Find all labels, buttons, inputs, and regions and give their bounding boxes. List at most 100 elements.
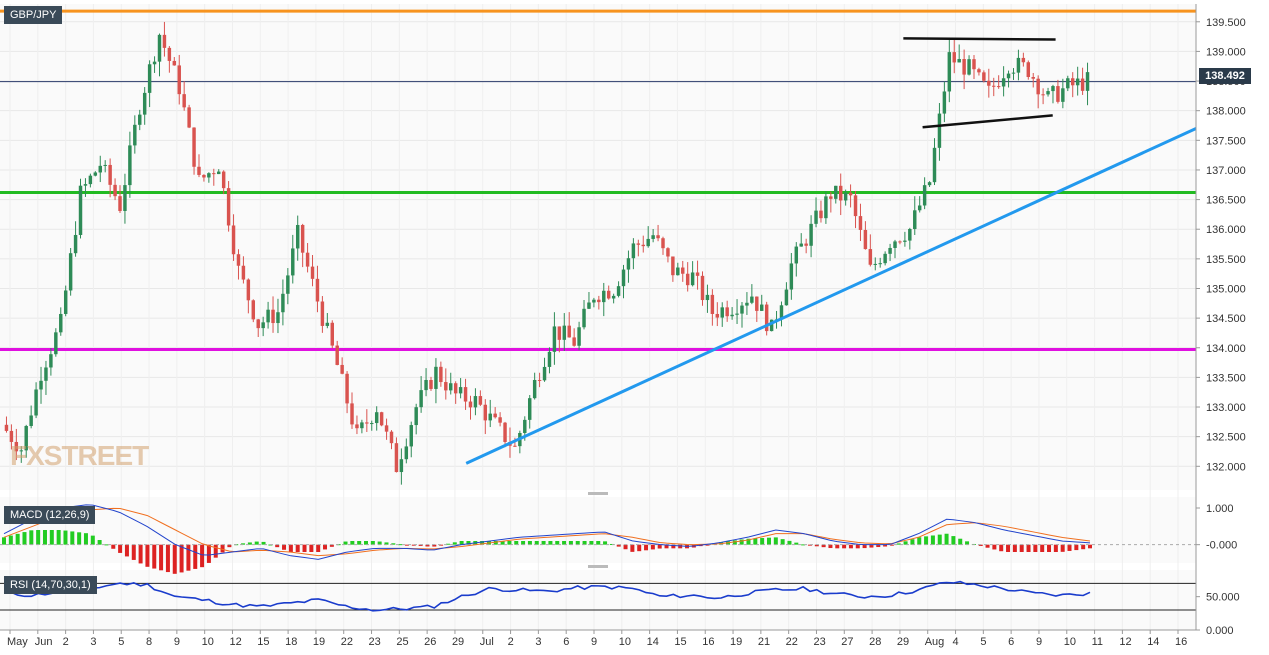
- candle-body: [853, 195, 858, 217]
- symbol-label[interactable]: GBP/JPY: [4, 6, 63, 24]
- candle-body: [602, 290, 606, 303]
- candle-body: [468, 401, 473, 408]
- macd-histogram-bar: [193, 544, 198, 569]
- macd-histogram-bar: [493, 541, 498, 545]
- x-tick-label: 3: [90, 636, 96, 648]
- x-tick-label: 9: [591, 636, 597, 648]
- macd-histogram-bar: [247, 542, 252, 545]
- candle-body: [103, 164, 107, 166]
- candle-body: [705, 294, 710, 301]
- macd-histogram-bar: [404, 544, 409, 546]
- x-tick-label: 5: [980, 636, 986, 648]
- candle-body: [681, 267, 685, 274]
- y-tick-label: 134.000: [1206, 343, 1246, 355]
- candle-body: [24, 425, 28, 451]
- macd-histogram-bar: [814, 544, 819, 547]
- candle-body: [804, 243, 808, 246]
- macd-histogram-bar: [910, 539, 915, 545]
- y-tick-label: 138.000: [1206, 106, 1246, 118]
- macd-label[interactable]: MACD (12,26,9): [4, 506, 96, 524]
- candle-body: [330, 322, 334, 346]
- pane-resize-handle[interactable]: [588, 492, 608, 495]
- macd-histogram-bar: [261, 541, 266, 545]
- candle-body: [310, 266, 315, 279]
- candle-body: [1036, 78, 1040, 95]
- macd-histogram-bar: [951, 536, 956, 545]
- candle-body: [577, 327, 581, 346]
- candle-body: [340, 364, 344, 374]
- pane-resize-handle[interactable]: [588, 565, 608, 568]
- candle-body: [394, 443, 399, 473]
- candle-body: [478, 396, 483, 405]
- macd-histogram-bar: [172, 544, 177, 574]
- x-tick-label: 16: [1175, 636, 1187, 648]
- candle-body: [19, 450, 24, 452]
- candle-body: [1041, 94, 1045, 96]
- candle-body: [676, 267, 680, 276]
- x-tick-label: 26: [424, 636, 436, 648]
- candle-body: [142, 92, 147, 115]
- candle-body: [29, 415, 33, 426]
- candle-body: [4, 424, 9, 431]
- candle-body: [370, 423, 374, 425]
- y-tick-label: 137.500: [1206, 135, 1246, 147]
- rsi-y-tick-label: 0.000: [1206, 625, 1234, 637]
- x-tick-label: Jul: [480, 636, 494, 648]
- candle-body: [656, 235, 660, 239]
- candle-body: [789, 263, 794, 290]
- macd-histogram-bar: [70, 531, 75, 545]
- macd-histogram-bar: [357, 541, 362, 545]
- candlestick-series: [4, 21, 1090, 485]
- candle-body: [34, 389, 38, 416]
- y-tick-label: 136.000: [1206, 224, 1246, 236]
- candle-body: [819, 210, 823, 219]
- candle-body: [903, 240, 907, 242]
- rsi-label[interactable]: RSI (14,70,30,1): [4, 576, 97, 594]
- candle-body: [157, 34, 162, 62]
- macd-histogram-bar: [384, 542, 389, 545]
- candle-body: [261, 322, 265, 329]
- x-tick-label: 10: [619, 636, 631, 648]
- x-tick-label: 12: [229, 636, 241, 648]
- candle-body: [68, 253, 73, 291]
- candle-body: [360, 422, 364, 429]
- x-tick-label: 12: [1119, 636, 1131, 648]
- macd-histogram-bar: [241, 543, 246, 545]
- macd-histogram-bar: [432, 544, 437, 547]
- macd-histogram-bar: [316, 544, 321, 552]
- candle-body: [424, 379, 428, 391]
- candle-body: [128, 145, 132, 186]
- candle-body: [49, 354, 53, 368]
- candle-body: [488, 413, 492, 421]
- candle-body: [266, 309, 270, 323]
- candle-body: [295, 224, 300, 249]
- candle-body: [1031, 77, 1035, 79]
- macd-histogram-bar: [514, 541, 519, 545]
- macd-histogram-bar: [657, 544, 662, 549]
- candle-body: [429, 379, 433, 389]
- macd-histogram-bar: [418, 544, 423, 546]
- candle-body: [404, 446, 409, 460]
- candle-body: [814, 210, 818, 224]
- candle-body: [755, 296, 759, 311]
- x-tick-label: 2: [63, 636, 69, 648]
- candle-body: [582, 308, 586, 328]
- candle-body: [251, 300, 256, 320]
- x-tick-label: 2: [508, 636, 514, 648]
- candle-body: [162, 34, 167, 48]
- candle-body: [113, 184, 117, 197]
- macd-histogram-bar: [445, 543, 450, 545]
- candle-body: [281, 293, 285, 313]
- macd-histogram-bar: [466, 541, 471, 545]
- last-price-tag: 138.492: [1199, 68, 1251, 84]
- macd-histogram-bar: [377, 541, 382, 545]
- candle-body: [1051, 86, 1055, 92]
- candle-body: [962, 59, 966, 75]
- candle-body: [73, 234, 78, 254]
- macd-histogram-bar: [787, 540, 792, 545]
- candle-body: [513, 445, 517, 447]
- candle-body: [1016, 57, 1021, 73]
- candle-body: [14, 441, 19, 452]
- candle-body: [977, 69, 981, 73]
